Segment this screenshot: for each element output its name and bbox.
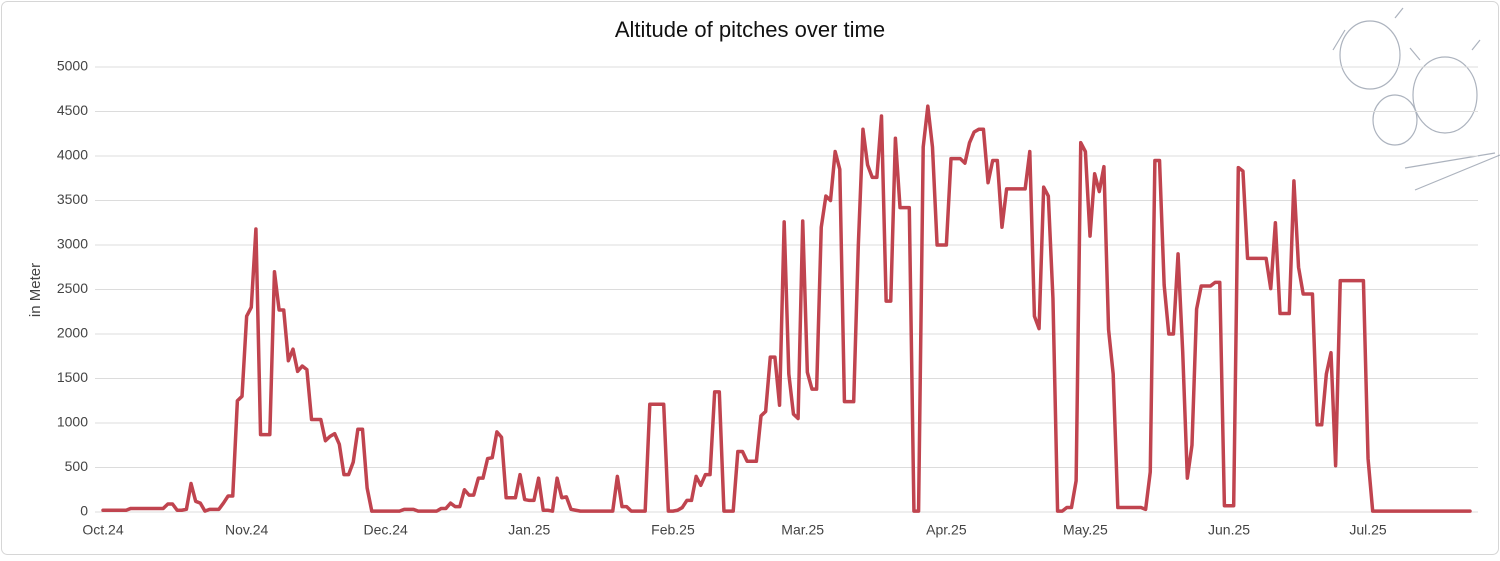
y-tick-label: 4000	[57, 147, 88, 163]
y-tick-label: 2000	[57, 325, 88, 341]
y-tick-label: 2500	[57, 280, 88, 296]
x-tick-label: Apr.25	[926, 522, 967, 538]
y-tick-label: 3500	[57, 191, 88, 207]
decor-illustration	[1332, 7, 1500, 191]
y-tick-label: 500	[65, 458, 89, 474]
y-tick-label: 0	[80, 503, 88, 519]
x-tick-label: Mar.25	[781, 522, 824, 538]
x-tick-label: Nov.24	[225, 522, 269, 538]
chart-title: Altitude of pitches over time	[615, 17, 885, 42]
y-tick-label: 1000	[57, 414, 88, 430]
x-tick-label: Dec.24	[363, 522, 408, 538]
x-tick-label: May.25	[1063, 522, 1108, 538]
y-tick-label: 5000	[57, 58, 88, 74]
y-tick-label: 4500	[57, 102, 88, 118]
y-tick-label: 1500	[57, 369, 88, 385]
data-line	[101, 104, 1472, 513]
x-tick-label: Jul.25	[1349, 522, 1387, 538]
x-tick-label: Oct.24	[82, 522, 123, 538]
x-tick-label: Jan.25	[508, 522, 550, 538]
x-tick-label: Jun.25	[1208, 522, 1250, 538]
y-tick-label: 3000	[57, 236, 88, 252]
x-tick-label: Feb.25	[651, 522, 695, 538]
y-axis-label: in Meter	[27, 263, 44, 317]
